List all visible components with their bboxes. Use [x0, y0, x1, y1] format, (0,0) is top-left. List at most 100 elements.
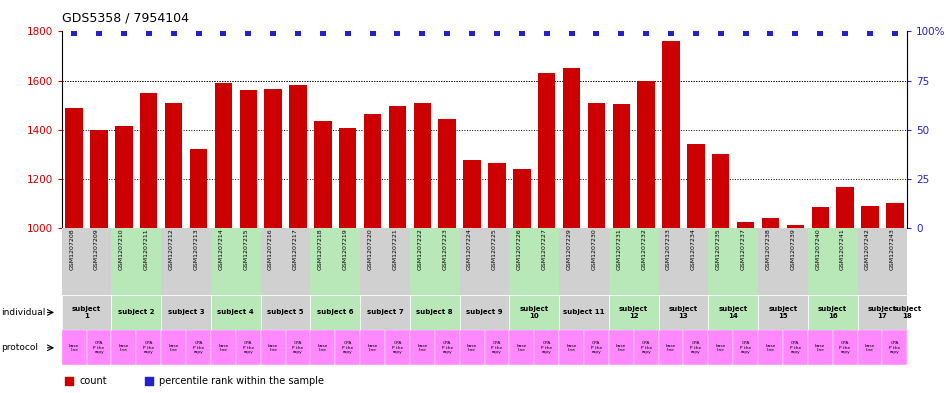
Bar	[709, 295, 758, 330]
Bar	[808, 330, 832, 365]
Point	[638, 30, 654, 37]
Point	[91, 30, 106, 37]
Text: subject 9: subject 9	[466, 309, 503, 316]
Bar	[90, 130, 107, 228]
Bar	[658, 228, 709, 295]
Bar	[783, 330, 808, 365]
Text: subject
12: subject 12	[619, 306, 648, 319]
Text: base
line: base line	[317, 343, 328, 352]
Point	[340, 30, 355, 37]
Bar	[389, 107, 407, 228]
Bar	[758, 228, 808, 295]
Bar	[311, 295, 360, 330]
Bar	[62, 295, 111, 330]
Text: GSM1207229: GSM1207229	[566, 228, 572, 270]
Text: subject
13: subject 13	[669, 306, 698, 319]
Bar	[613, 104, 630, 228]
Text: GSM1207226: GSM1207226	[517, 228, 522, 270]
Bar	[413, 103, 431, 228]
Point	[440, 30, 455, 37]
Bar	[360, 228, 409, 295]
Bar	[484, 330, 509, 365]
Point	[688, 30, 703, 37]
Bar	[190, 149, 207, 228]
Text: base
line: base line	[69, 343, 80, 352]
Point	[713, 30, 729, 37]
Bar	[364, 114, 381, 228]
Bar	[409, 295, 460, 330]
Text: GSM1207239: GSM1207239	[790, 228, 795, 270]
Text: CPA
P the
rapy: CPA P the rapy	[889, 341, 901, 354]
Bar	[737, 222, 754, 228]
Bar	[787, 226, 804, 228]
Bar	[211, 228, 260, 295]
Point	[887, 30, 902, 37]
Text: subject
18: subject 18	[893, 306, 922, 319]
Bar	[260, 330, 286, 365]
Text: CPA
P the
rapy: CPA P the rapy	[491, 341, 503, 354]
Bar	[687, 144, 705, 228]
Text: GSM1207238: GSM1207238	[766, 228, 770, 270]
Point	[62, 377, 77, 384]
Text: GSM1207210: GSM1207210	[119, 228, 124, 270]
Bar	[165, 103, 182, 228]
Text: GSM1207208: GSM1207208	[69, 228, 74, 270]
Bar	[683, 330, 709, 365]
Bar	[140, 93, 158, 228]
Text: CPA
P the
rapy: CPA P the rapy	[789, 341, 801, 354]
Bar	[286, 330, 311, 365]
Bar	[832, 330, 858, 365]
Bar	[215, 83, 232, 228]
Bar	[339, 129, 356, 228]
Text: subject 3: subject 3	[168, 309, 204, 316]
Bar	[858, 228, 907, 295]
Bar	[808, 295, 858, 330]
Bar	[360, 330, 385, 365]
Text: individual: individual	[1, 308, 46, 317]
Bar	[360, 295, 409, 330]
Text: GSM1207232: GSM1207232	[641, 228, 646, 270]
Bar	[513, 169, 530, 228]
Bar	[409, 228, 460, 295]
Text: CPA
P the
rapy: CPA P the rapy	[93, 341, 104, 354]
Point	[465, 30, 480, 37]
Bar	[162, 228, 211, 295]
Bar	[709, 330, 733, 365]
Bar	[509, 295, 560, 330]
Bar	[758, 330, 783, 365]
Bar	[662, 41, 679, 228]
Bar	[137, 330, 162, 365]
Bar	[264, 89, 282, 228]
Point	[240, 30, 256, 37]
Text: CPA
P the
rapy: CPA P the rapy	[242, 341, 254, 354]
Point	[539, 30, 554, 37]
Bar	[811, 207, 829, 228]
Text: GSM1207233: GSM1207233	[666, 228, 671, 270]
Bar	[588, 103, 605, 228]
Bar	[712, 154, 730, 228]
Text: base
line: base line	[617, 343, 626, 352]
Point	[614, 30, 629, 37]
Point	[564, 30, 580, 37]
Text: CPA
P the
rapy: CPA P the rapy	[542, 341, 552, 354]
Text: GSM1207225: GSM1207225	[492, 228, 497, 270]
Bar	[409, 330, 435, 365]
Bar	[311, 228, 360, 295]
Text: CPA
P the
rapy: CPA P the rapy	[143, 341, 155, 354]
Text: subject 11: subject 11	[563, 309, 605, 316]
Text: base
line: base line	[168, 343, 179, 352]
Text: CPA
P the
rapy: CPA P the rapy	[193, 341, 204, 354]
Text: GSM1207211: GSM1207211	[143, 228, 149, 270]
Text: GSM1207241: GSM1207241	[840, 228, 846, 270]
Bar	[862, 206, 879, 228]
Text: CPA
P the
rapy: CPA P the rapy	[640, 341, 652, 354]
Bar	[609, 295, 658, 330]
Point	[116, 30, 131, 37]
Bar	[488, 163, 505, 228]
Point	[863, 30, 878, 37]
Point	[142, 377, 157, 384]
Text: GSM1207234: GSM1207234	[691, 228, 695, 270]
Bar	[115, 126, 133, 228]
Bar	[236, 330, 260, 365]
Text: subject 4: subject 4	[218, 309, 255, 316]
